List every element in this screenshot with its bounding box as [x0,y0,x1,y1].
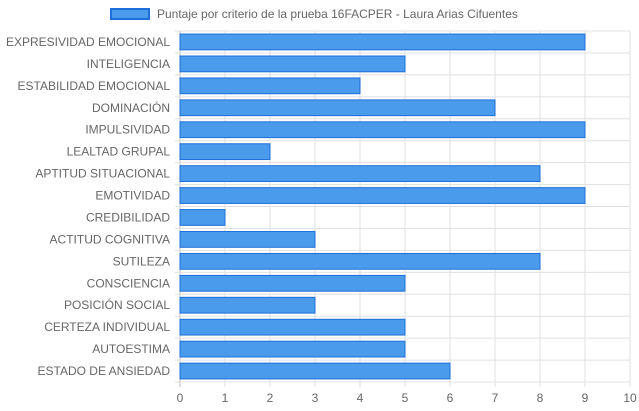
category-label: ESTABILIDAD EMOCIONAL [18,79,171,93]
legend[interactable]: Puntaje por criterio de la prueba 16FACP… [0,6,639,24]
bar [179,340,406,358]
x-tick-label: 1 [222,391,229,405]
x-tick-label: 6 [447,391,454,405]
bar [179,274,406,292]
category-label: EXPRESIVIDAD EMOCIONAL [6,35,170,49]
category-label: ACTITUD COGNITIVA [50,232,170,246]
x-tick-label: 4 [357,391,364,405]
x-tick-label: 3 [312,391,319,405]
x-tick-label: 10 [623,391,637,405]
legend-swatch [110,8,150,20]
bar [179,77,361,95]
bar [179,318,406,336]
bar [179,296,316,314]
x-tick-label: 7 [492,391,499,405]
bar [179,252,541,270]
bar [179,209,226,226]
category-label: APTITUD SITUACIONAL [35,167,170,181]
category-label: CREDIBILIDAD [86,210,170,224]
category-label: ESTADO DE ANSIEDAD [38,364,171,378]
category-label: CERTEZA INDIVIDUAL [44,320,170,334]
category-label: AUTOESTIMA [92,342,170,356]
bar [179,231,316,248]
x-tick-label: 0 [177,391,184,405]
bar [179,165,541,182]
bar [179,362,451,380]
legend-label: Puntaje por criterio de la prueba 16FACP… [157,7,518,21]
x-tick-label: 2 [267,391,274,405]
category-label: POSICIÓN SOCIAL [64,297,170,312]
category-label: LEALTAD GRUPAL [67,145,171,159]
bar [179,55,406,73]
category-label: CONSCIENCIA [87,276,170,290]
bar [179,33,586,51]
category-label: IMPULSIVIDAD [85,123,170,137]
category-label: SUTILEZA [113,254,170,268]
bar [179,143,271,161]
x-tick-label: 9 [582,391,589,405]
category-label: INTELIGENCIA [87,57,170,71]
category-label: DOMINACIÓN [92,100,170,115]
x-tick-label: 5 [402,391,409,405]
bar [179,187,586,204]
category-label: EMOTIVIDAD [95,189,170,203]
x-tick-label: 8 [537,391,544,405]
bar [179,99,496,117]
bar [179,121,586,139]
